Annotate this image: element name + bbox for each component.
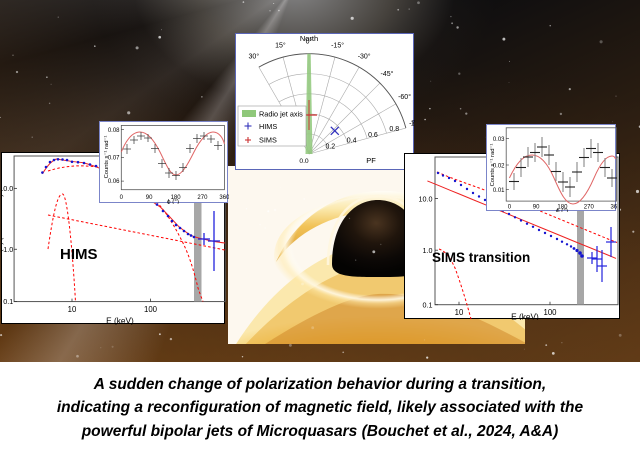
- svg-text:E*F(E) (keV.cm⁻².s⁻¹): E*F(E) (keV.cm⁻².s⁻¹): [2, 194, 4, 264]
- svg-text:E (keV): E (keV): [511, 312, 539, 321]
- svg-text:0.06: 0.06: [108, 179, 120, 185]
- svg-text:10.0: 10.0: [419, 195, 433, 204]
- svg-text:0.1: 0.1: [423, 301, 433, 310]
- svg-text:1.0: 1.0: [423, 246, 433, 255]
- svg-text:10: 10: [455, 308, 464, 317]
- svg-text:-45°: -45°: [381, 70, 394, 78]
- svg-text:0.8: 0.8: [389, 126, 399, 133]
- svg-text:0.4: 0.4: [347, 138, 357, 145]
- svg-text:0.08: 0.08: [108, 128, 120, 134]
- svg-text:360: 360: [610, 205, 617, 211]
- svg-text:90: 90: [146, 195, 153, 201]
- svg-text:30°: 30°: [249, 52, 260, 60]
- svg-text:HIMS: HIMS: [60, 246, 98, 263]
- svg-text:10: 10: [68, 305, 77, 314]
- svg-text:0.01: 0.01: [493, 188, 505, 194]
- svg-text:HIMS: HIMS: [259, 122, 277, 131]
- svg-text:PF: PF: [366, 156, 376, 165]
- svg-text:0.0: 0.0: [299, 158, 309, 165]
- svg-text:100: 100: [144, 305, 158, 314]
- svg-text:15°: 15°: [275, 41, 286, 49]
- svg-text:1.0: 1.0: [3, 245, 13, 254]
- svg-text:-15°: -15°: [331, 41, 344, 49]
- svg-text:Radio jet axis: Radio jet axis: [259, 110, 303, 119]
- svg-text:0: 0: [508, 205, 512, 211]
- svg-text:SIMS transition: SIMS transition: [432, 250, 530, 265]
- svg-text:0: 0: [120, 195, 124, 201]
- svg-text:1.0: 1.0: [411, 120, 415, 127]
- svg-text:-30°: -30°: [358, 52, 371, 60]
- svg-text:0.03: 0.03: [493, 137, 505, 143]
- svg-text:0.6: 0.6: [368, 132, 378, 139]
- svg-text:Counts s⁻¹ rad⁻¹: Counts s⁻¹ rad⁻¹: [490, 144, 496, 187]
- svg-text:SIMS: SIMS: [259, 136, 277, 145]
- svg-text:90: 90: [533, 205, 540, 211]
- svg-text:0.1: 0.1: [3, 297, 13, 306]
- svg-text:-60°: -60°: [398, 93, 411, 101]
- svg-text:100: 100: [543, 308, 557, 317]
- svg-text:E (keV): E (keV): [106, 316, 134, 326]
- svg-text:360: 360: [219, 195, 229, 201]
- svg-text:0.2: 0.2: [325, 143, 335, 150]
- svg-text:270: 270: [584, 205, 595, 211]
- svg-text:ϕ (°): ϕ (°): [167, 198, 179, 205]
- svg-text:ϕ (°): ϕ (°): [556, 207, 568, 213]
- svg-text:10.0: 10.0: [2, 184, 13, 193]
- svg-text:Counts s⁻¹ rad⁻¹: Counts s⁻¹ rad⁻¹: [104, 136, 110, 179]
- svg-text:270: 270: [197, 195, 208, 201]
- svg-text:0°: 0°: [306, 38, 313, 46]
